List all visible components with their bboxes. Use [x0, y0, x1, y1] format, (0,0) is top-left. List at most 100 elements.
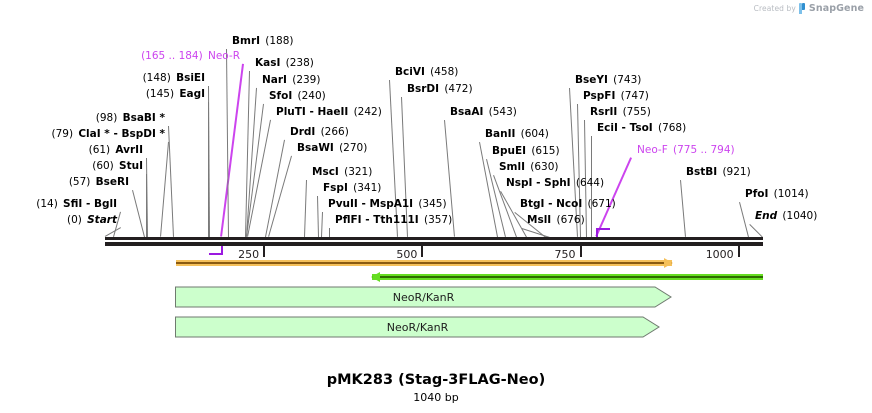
- enzyme-label-stui: (60) StuI: [92, 160, 143, 172]
- enzyme-label-bseyi: BseYI (743): [575, 74, 641, 86]
- enzyme-name: StuI: [119, 160, 143, 172]
- enzyme-name: EagI: [179, 88, 205, 100]
- green-primer-arrow: [371, 272, 763, 282]
- watermark-brand: SnapGene: [808, 3, 864, 14]
- primer-edge: [176, 260, 672, 262]
- ruler-tick-label: 500: [396, 248, 418, 261]
- enzyme-position: (341): [353, 182, 382, 194]
- enzyme-name: BsaWI: [297, 142, 334, 154]
- feature-arrow-neor-kanr[interactable]: NeoR/KanR: [175, 316, 660, 338]
- neo-f-marker-horizontal: [596, 228, 610, 230]
- enzyme-position: (1040): [782, 210, 818, 222]
- enzyme-position: (543): [488, 106, 517, 118]
- enzyme-label-msli: MslI (676): [527, 214, 585, 226]
- enzyme-label-bcivi: BciVI (458): [395, 66, 458, 78]
- enzyme-name: BsrDI: [407, 83, 440, 95]
- enzyme-label-pspfi: PspFI (747): [583, 90, 649, 102]
- neo-f-marker-vertical: [596, 228, 598, 237]
- enzyme-label-sfoi: SfoI (240): [269, 90, 326, 102]
- enzyme-name: KasI: [255, 57, 281, 69]
- enzyme-position: (165 .. 184): [141, 50, 203, 62]
- enzyme-position: (345): [418, 198, 447, 210]
- enzyme-label-btgi-ncoi: BtgI - NcoI (671): [520, 198, 616, 210]
- ruler-tick: [737, 246, 740, 257]
- enzyme-name: BmrI: [232, 35, 261, 47]
- enzyme-name: AvrII: [115, 144, 143, 156]
- feature-arrow-neor-kanr[interactable]: NeoR/KanR: [175, 286, 672, 308]
- enzyme-position: (775 .. 794): [673, 144, 735, 156]
- enzyme-position: (239): [292, 74, 321, 86]
- enzyme-name: BsaAI: [450, 106, 484, 118]
- primer-edge: [372, 278, 763, 280]
- primer-arrowhead: [371, 272, 380, 282]
- enzyme-position: (747): [620, 90, 649, 102]
- watermark-created-by: Created by: [753, 4, 796, 13]
- enzyme-position: (57): [68, 176, 91, 188]
- enzyme-position: (266): [320, 126, 349, 138]
- enzyme-name: SmlI: [499, 161, 526, 173]
- enzyme-position: (14): [36, 198, 58, 210]
- orange-primer-arrow: [176, 258, 673, 268]
- enzyme-label-bsabi: (98) BsaBI *: [96, 112, 165, 124]
- enzyme-name: NarI: [262, 74, 287, 86]
- enzyme-position: (604): [520, 128, 549, 140]
- enzyme-position: (458): [430, 66, 459, 78]
- enzyme-name: PflFI - Tth111I: [335, 214, 419, 226]
- ruler-tick-label: 1000: [705, 248, 734, 261]
- enzyme-label-smli: SmlI (630): [499, 161, 559, 173]
- enzyme-label-end: End (1040): [755, 210, 817, 222]
- enzyme-position: (270): [339, 142, 368, 154]
- enzyme-name: RsrII: [590, 106, 618, 118]
- feature-label: NeoR/KanR: [386, 320, 449, 334]
- leader-line: [268, 155, 292, 237]
- ruler-tick-label: 750: [554, 248, 576, 261]
- enzyme-label-nari: NarI (239): [262, 74, 320, 86]
- enzyme-label-pflfi-tth111i: PflFI - Tth111I (357): [335, 214, 452, 226]
- enzyme-name: BseYI: [575, 74, 608, 86]
- feature-label: NeoR/KanR: [392, 290, 455, 304]
- enzyme-position: (644): [575, 177, 605, 189]
- enzyme-name: PfoI: [745, 188, 769, 200]
- leader-line: [132, 190, 145, 238]
- leader-line: [220, 63, 244, 237]
- enzyme-label-bmri: BmrI (188): [232, 35, 294, 47]
- enzyme-name: MscI: [312, 166, 339, 178]
- leader-line: [317, 196, 319, 238]
- ruler-tick: [579, 246, 582, 257]
- enzyme-label-ecii-tsoi: EciI - TsoI (768): [597, 122, 686, 134]
- enzyme-name: End: [755, 210, 778, 222]
- enzyme-name: MslI: [527, 214, 552, 226]
- neo-r-marker-horizontal: [209, 253, 223, 255]
- enzyme-position: (321): [344, 166, 373, 178]
- ruler-tick: [421, 246, 424, 257]
- enzyme-label-bsaai: BsaAI (543): [450, 106, 517, 118]
- enzyme-label-kasi: KasI (238): [255, 57, 314, 69]
- enzyme-position: (61): [88, 144, 111, 156]
- enzyme-position: (79): [51, 128, 74, 140]
- ruler-tick-label: 250: [238, 248, 260, 261]
- enzyme-label-eagi: (145) EagI: [146, 88, 205, 100]
- backbone-line-top: [105, 237, 763, 240]
- enzyme-name: ClaI * - BspDI *: [78, 128, 165, 140]
- enzyme-position: (145): [145, 88, 175, 100]
- enzyme-name: FspI: [323, 182, 348, 194]
- enzyme-label-bsiei: (148) BsiEI: [143, 72, 205, 84]
- enzyme-position: (60): [92, 160, 114, 172]
- neo-r-marker-vertical: [221, 246, 223, 255]
- enzyme-name: PspFI: [583, 90, 616, 102]
- leader-line: [329, 228, 330, 237]
- backbone-line-bottom: [105, 242, 763, 246]
- enzyme-position: (671): [587, 198, 616, 210]
- enzyme-label-sfii-bgli: (14) SfiI - BglI: [36, 198, 117, 210]
- enzyme-position: (768): [657, 122, 687, 134]
- enzyme-label-pvuii-mspa1i: PvuII - MspA1I (345): [328, 198, 447, 210]
- enzyme-name: BsaBI *: [122, 112, 165, 124]
- enzyme-label-neo-r: (165 .. 184) Neo-R: [141, 50, 240, 62]
- enzyme-position: (242): [353, 106, 382, 118]
- enzyme-name: BpuEI: [492, 145, 527, 157]
- leader-line: [321, 211, 323, 237]
- page-title: pMK283 (Stag-3FLAG-Neo): [326, 372, 546, 388]
- enzyme-label-bsrdi: BsrDI (472): [407, 83, 473, 95]
- enzyme-position: (238): [285, 57, 314, 69]
- enzyme-label-bpuei: BpuEI (615): [492, 145, 560, 157]
